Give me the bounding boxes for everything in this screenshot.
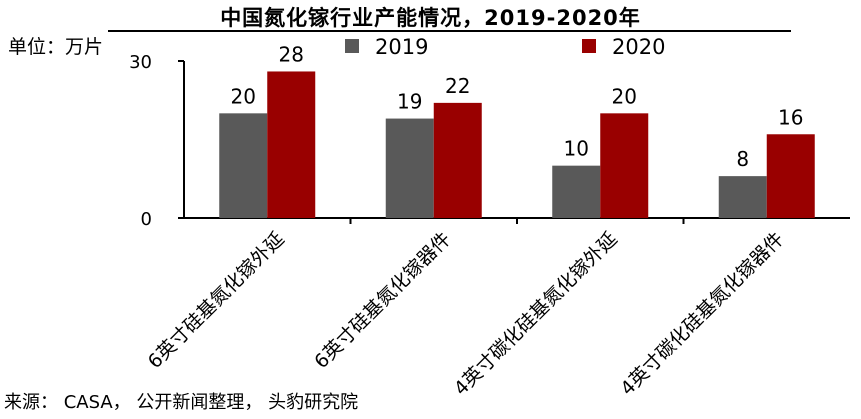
bar	[219, 113, 268, 218]
data-label: 16	[778, 105, 803, 129]
chart-title: 中国氮化镓行业产能情况，2019-2020年	[220, 6, 641, 30]
category-label: 6英寸硅基氮化镓外延	[144, 228, 289, 373]
legend: 2019 2020	[345, 35, 665, 59]
bar	[718, 176, 767, 218]
bar	[552, 165, 601, 218]
data-label: 10	[564, 137, 589, 161]
category-label: 4英寸碳化硅基氮化镓器件	[616, 228, 788, 400]
y-tick-label: 30	[129, 52, 152, 73]
data-label: 19	[397, 90, 422, 114]
legend-label: 2019	[375, 35, 428, 59]
title-underline	[108, 30, 791, 32]
category-label: 4英寸碳化硅基氮化镓外延	[450, 228, 622, 400]
bar	[600, 113, 649, 218]
bar	[433, 102, 482, 218]
category-label: 6英寸硅基氮化镓器件	[310, 228, 455, 373]
bar	[267, 71, 316, 218]
source-note: 来源： CASA， 公开新闻整理， 头豹研究院	[4, 392, 359, 413]
unit-label: 单位：万片	[8, 36, 103, 58]
legend-swatch	[582, 39, 596, 53]
bars	[219, 71, 815, 218]
data-label: 8	[736, 147, 749, 171]
data-label: 20	[612, 84, 637, 108]
y-tick-label: 0	[141, 209, 152, 230]
data-label: 22	[445, 74, 470, 98]
data-label: 20	[231, 84, 256, 108]
bar	[766, 134, 815, 218]
bar	[385, 118, 434, 218]
legend-label: 2020	[612, 35, 665, 59]
legend-swatch	[345, 39, 359, 53]
data-label: 28	[279, 42, 304, 66]
category-labels: 6英寸硅基氮化镓外延 6英寸硅基氮化镓器件4英寸碳化硅基氮化镓外延4英寸碳化硅基氮…	[144, 228, 789, 400]
data-labels: 20 28 19 22 10 20 8 16	[231, 42, 804, 171]
